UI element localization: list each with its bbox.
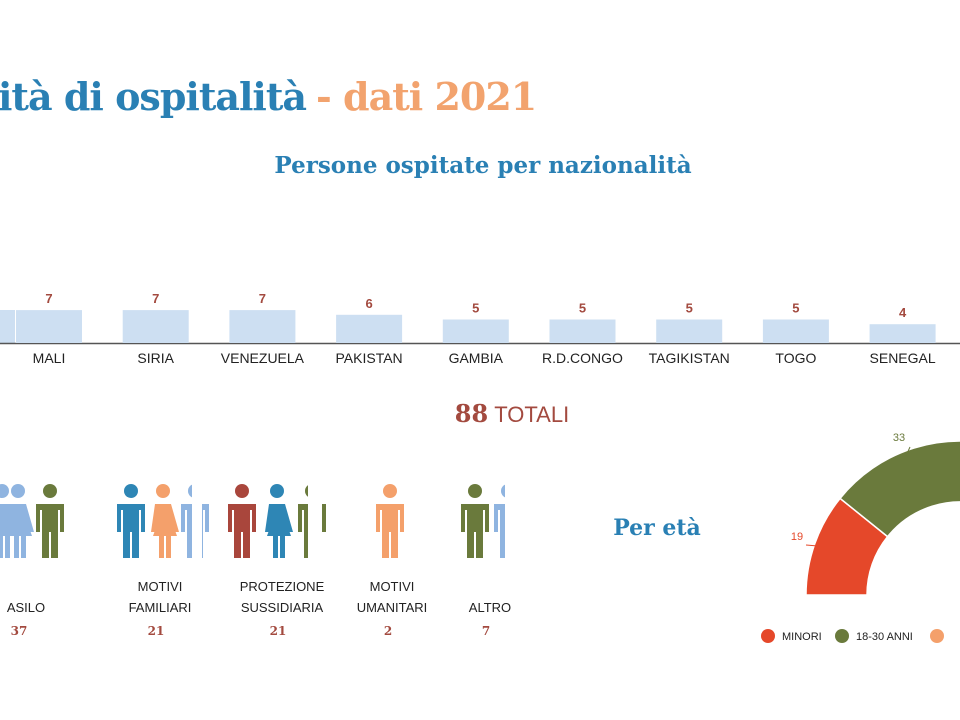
value-label: 6 <box>365 296 372 311</box>
totals: 88 TOTALI <box>455 399 569 428</box>
icon-head <box>383 484 397 498</box>
age-title: Per età <box>613 515 701 541</box>
icon-head <box>270 484 284 498</box>
category-label: MALI <box>33 350 66 366</box>
value-label: 4 <box>899 305 907 320</box>
reason-label: MOTIVI <box>370 579 415 594</box>
value-label: 7 <box>152 291 159 306</box>
icon-head <box>11 484 25 498</box>
category-label: SENEGAL <box>870 350 936 366</box>
icon-mask <box>505 480 522 565</box>
reason-label: ASILO <box>7 600 45 615</box>
donut-segment <box>839 440 960 538</box>
value-label: 5 <box>686 301 693 316</box>
category-label: SIRIA <box>137 350 174 366</box>
reason-value: 7 <box>482 624 490 638</box>
icon-body <box>265 504 293 558</box>
icon-head <box>43 484 57 498</box>
reason-label: FAMILIARI <box>129 600 192 615</box>
bar <box>442 319 509 343</box>
reason-label: SUSSIDIARIA <box>241 600 324 615</box>
bar <box>549 319 616 343</box>
leader-line <box>904 446 911 459</box>
icon-body <box>228 504 256 558</box>
reason-label: UMANITARI <box>357 600 428 615</box>
value-label: 5 <box>472 301 479 316</box>
totals-value: 88 <box>455 399 488 428</box>
category-label: TOGO <box>775 350 816 366</box>
legend-swatch <box>930 629 944 643</box>
icon-head <box>0 484 9 498</box>
icon-body <box>6 504 34 558</box>
category-label: PAKISTAN <box>336 350 403 366</box>
category-label: VENEZUELA <box>221 350 305 366</box>
reason-value: 21 <box>148 624 165 638</box>
icon-head <box>235 484 249 498</box>
icon-mask <box>192 480 202 565</box>
bar <box>122 310 189 343</box>
leader-line <box>805 544 819 547</box>
icon-head <box>156 484 170 498</box>
icons <box>0 480 522 565</box>
bar <box>656 319 723 343</box>
bar-title: Persone ospitate per nazionalità <box>274 152 691 179</box>
icon-mask <box>308 480 322 565</box>
value-label: 7 <box>259 291 266 306</box>
segment-label: 19 <box>791 531 803 543</box>
title-main: ità di ospitalità <box>0 74 306 119</box>
icon-body <box>36 504 64 558</box>
icon-body <box>117 504 145 558</box>
reason-label: ALTRO <box>469 600 511 615</box>
reason-value: 2 <box>384 624 392 638</box>
segment-label: 33 <box>893 432 905 444</box>
category-label: TAGIKISTAN <box>649 350 730 366</box>
bar <box>869 324 936 343</box>
legend-swatch <box>835 629 849 643</box>
bar <box>16 310 82 343</box>
icon-body <box>461 504 489 558</box>
reason-value: 37 <box>11 624 28 638</box>
reason-label: MOTIVI <box>138 579 183 594</box>
icon-head <box>124 484 138 498</box>
icon-body <box>376 504 404 558</box>
category-label: R.D.CONGO <box>542 350 623 366</box>
bar <box>336 314 403 343</box>
category-label: GAMBIA <box>449 350 504 366</box>
title-accent: - dati 2021 <box>316 74 536 119</box>
icon-body <box>151 504 179 558</box>
reason-value: 21 <box>270 624 287 638</box>
bar <box>762 319 829 343</box>
icon-head <box>468 484 482 498</box>
totals-label: TOTALI <box>494 402 569 427</box>
partial-bar <box>0 310 15 343</box>
reason-label: PROTEZIONE <box>240 579 325 594</box>
legend-swatch <box>761 629 775 643</box>
value-label: 7 <box>45 291 52 306</box>
value-label: 5 <box>792 301 799 316</box>
legend-label: 18-30 ANNI <box>856 631 913 643</box>
legend-label: MINORI <box>782 631 822 643</box>
bar <box>229 310 296 343</box>
value-label: 5 <box>579 301 586 316</box>
title: ità di ospitalità - dati 2021 <box>0 74 536 119</box>
